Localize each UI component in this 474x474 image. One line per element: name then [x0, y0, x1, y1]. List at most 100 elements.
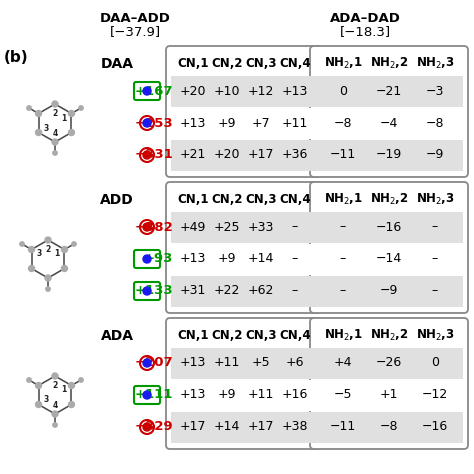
Circle shape — [27, 378, 31, 382]
Circle shape — [143, 359, 151, 367]
FancyBboxPatch shape — [166, 318, 322, 449]
Bar — [315, 276, 463, 307]
Text: −382: −382 — [134, 220, 173, 234]
Circle shape — [79, 378, 83, 382]
Circle shape — [79, 106, 83, 110]
FancyBboxPatch shape — [166, 46, 322, 177]
Circle shape — [68, 110, 74, 117]
Text: CN,4: CN,4 — [279, 57, 311, 70]
Bar — [315, 412, 463, 443]
Bar — [315, 348, 463, 379]
Text: +133: +133 — [134, 284, 173, 298]
Circle shape — [46, 287, 50, 291]
Text: +62: +62 — [248, 284, 274, 298]
Text: +13: +13 — [180, 356, 206, 370]
Circle shape — [36, 401, 42, 408]
Circle shape — [52, 139, 58, 145]
Bar — [315, 108, 463, 139]
Text: NH$_2$,2: NH$_2$,2 — [370, 56, 408, 71]
Text: 1: 1 — [54, 249, 59, 258]
Text: +16: +16 — [282, 389, 308, 401]
Text: +93: +93 — [144, 253, 173, 265]
Text: +36: +36 — [282, 148, 308, 162]
Text: −16: −16 — [376, 220, 402, 234]
Text: +6: +6 — [286, 356, 304, 370]
Circle shape — [143, 119, 151, 127]
Circle shape — [143, 255, 151, 263]
Text: +17: +17 — [248, 148, 274, 162]
Text: CN,2: CN,2 — [211, 57, 243, 70]
Bar — [171, 76, 317, 107]
Text: −21: −21 — [376, 84, 402, 98]
Text: 3: 3 — [44, 395, 49, 404]
Text: +1: +1 — [380, 389, 398, 401]
Circle shape — [45, 275, 51, 281]
Text: NH$_2$,2: NH$_2$,2 — [370, 328, 408, 343]
Text: –: – — [292, 284, 298, 298]
Bar — [171, 380, 317, 411]
Text: +10: +10 — [214, 84, 240, 98]
Text: +17: +17 — [248, 420, 274, 434]
Circle shape — [68, 401, 74, 408]
Text: +38: +38 — [282, 420, 308, 434]
Text: −9: −9 — [380, 284, 398, 298]
Text: +25: +25 — [214, 220, 240, 234]
Text: (b): (b) — [4, 50, 28, 65]
Text: +11: +11 — [248, 389, 274, 401]
Text: −8: −8 — [380, 420, 398, 434]
Circle shape — [72, 242, 76, 246]
Text: ADA–DAD: ADA–DAD — [329, 12, 401, 25]
Text: –: – — [340, 253, 346, 265]
Text: –: – — [432, 284, 438, 298]
FancyBboxPatch shape — [310, 182, 468, 313]
Text: +4: +4 — [334, 356, 352, 370]
Text: −4: −4 — [380, 117, 398, 129]
Text: [−37.9]: [−37.9] — [109, 25, 161, 38]
Text: 2: 2 — [52, 381, 58, 390]
Text: +11: +11 — [214, 356, 240, 370]
Text: +13: +13 — [180, 117, 206, 129]
Text: 3: 3 — [44, 124, 49, 133]
Text: 2: 2 — [46, 245, 51, 254]
Circle shape — [20, 242, 24, 246]
Text: −5: −5 — [334, 389, 352, 401]
Text: CN,2: CN,2 — [211, 329, 243, 342]
Text: −11: −11 — [330, 148, 356, 162]
Text: NH$_2$,1: NH$_2$,1 — [324, 192, 363, 207]
Circle shape — [36, 110, 42, 117]
Text: –: – — [292, 220, 298, 234]
Circle shape — [52, 373, 58, 379]
Text: ADA: ADA — [101, 328, 134, 343]
Text: +33: +33 — [248, 220, 274, 234]
Circle shape — [143, 391, 151, 399]
Text: 4: 4 — [52, 401, 58, 410]
Text: +12: +12 — [248, 84, 274, 98]
Text: +5: +5 — [252, 356, 270, 370]
Bar — [171, 412, 317, 443]
Text: 0: 0 — [339, 84, 347, 98]
Text: +9: +9 — [218, 117, 236, 129]
Text: −11: −11 — [330, 420, 356, 434]
Text: NH$_2$,3: NH$_2$,3 — [416, 192, 455, 207]
Text: +14: +14 — [214, 420, 240, 434]
FancyBboxPatch shape — [166, 182, 322, 313]
Circle shape — [143, 223, 151, 231]
Text: CN,4: CN,4 — [279, 193, 311, 206]
Circle shape — [68, 383, 74, 389]
Text: ADD: ADD — [100, 192, 134, 207]
Text: +21: +21 — [180, 148, 206, 162]
Bar — [171, 212, 317, 243]
Text: CN,1: CN,1 — [177, 57, 209, 70]
Bar — [315, 140, 463, 171]
Text: −14: −14 — [376, 253, 402, 265]
Text: CN,3: CN,3 — [245, 329, 277, 342]
Text: 2: 2 — [52, 109, 58, 118]
Circle shape — [52, 101, 58, 107]
Text: −19: −19 — [376, 148, 402, 162]
Text: −26: −26 — [376, 356, 402, 370]
Circle shape — [53, 423, 57, 427]
Text: NH$_2$,3: NH$_2$,3 — [416, 56, 455, 71]
Text: CN,1: CN,1 — [177, 329, 209, 342]
Text: +20: +20 — [180, 84, 206, 98]
Text: DAA: DAA — [101, 56, 134, 71]
